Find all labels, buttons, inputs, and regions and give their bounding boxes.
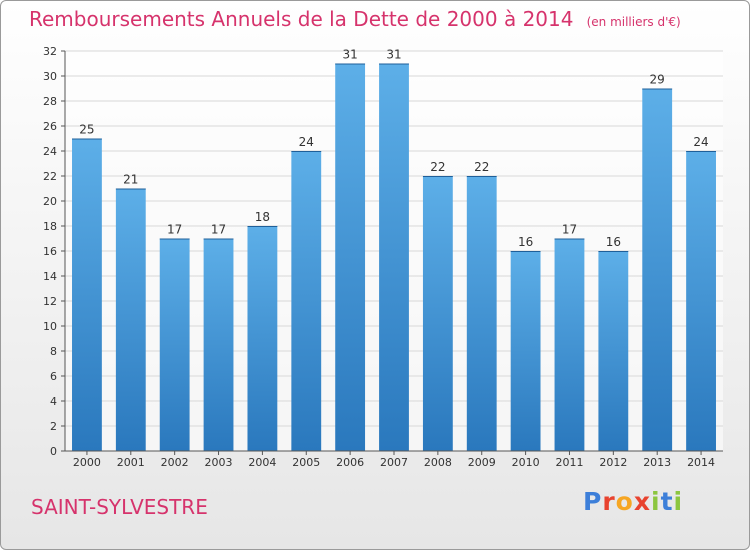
bar [642, 88, 673, 451]
y-tick-label: 24 [43, 145, 57, 158]
x-tick-label: 2006 [336, 456, 364, 469]
bar [466, 176, 497, 451]
chart-title: Remboursements Annuels de la Dette de 20… [29, 7, 681, 31]
chart-title-main: Remboursements Annuels de la Dette de 20… [29, 7, 574, 31]
data-label: 17 [167, 223, 182, 237]
y-tick-label: 12 [43, 295, 57, 308]
x-tick-label: 2011 [555, 456, 583, 469]
x-tick-label: 2013 [643, 456, 671, 469]
y-tick-label: 30 [43, 70, 57, 83]
commune-name: SAINT-SYLVESTRE [31, 495, 208, 519]
data-label: 31 [342, 48, 357, 62]
data-label: 17 [211, 223, 226, 237]
logo-letter: P [583, 487, 603, 516]
y-tick-label: 14 [43, 270, 57, 283]
bar [335, 63, 366, 451]
y-tick-label: 28 [43, 95, 57, 108]
data-label: 29 [650, 73, 665, 87]
data-label: 18 [255, 210, 270, 224]
x-tick-label: 2001 [117, 456, 145, 469]
bar [379, 63, 409, 451]
logo-letter: i [651, 487, 661, 516]
y-tick-label: 16 [43, 245, 57, 258]
bar [598, 251, 629, 451]
y-tick-label: 20 [43, 195, 57, 208]
data-label: 24 [299, 135, 314, 149]
data-label: 16 [518, 235, 533, 249]
x-tick-label: 2009 [468, 456, 496, 469]
data-label: 21 [123, 173, 138, 187]
chart-title-unit: (en milliers d'€) [586, 15, 681, 29]
proxiti-logo[interactable]: Proxiti [583, 487, 683, 516]
bar [159, 238, 190, 451]
data-label: 17 [562, 223, 577, 237]
bar [686, 151, 716, 451]
x-tick-label: 2004 [248, 456, 276, 469]
data-label: 22 [474, 160, 489, 174]
y-tick-label: 6 [50, 370, 57, 383]
y-tick-label: 10 [43, 320, 57, 333]
x-tick-label: 2005 [292, 456, 320, 469]
data-label: 31 [386, 48, 401, 62]
logo-letter: x [633, 487, 651, 516]
x-tick-label: 2002 [161, 456, 189, 469]
bar [247, 226, 278, 451]
bar [554, 238, 585, 451]
data-label: 25 [79, 123, 94, 137]
logo-letter: i [673, 487, 684, 516]
y-tick-label: 26 [43, 120, 57, 133]
x-tick-label: 2007 [380, 456, 408, 469]
data-label: 24 [693, 135, 708, 149]
y-tick-label: 22 [43, 170, 57, 183]
x-tick-label: 2003 [205, 456, 233, 469]
data-label: 16 [606, 235, 621, 249]
y-tick-label: 0 [50, 445, 57, 458]
logo-letter: r [602, 487, 616, 516]
logo-letter: t [660, 487, 674, 516]
logo-letter: o [615, 487, 634, 516]
y-tick-label: 8 [50, 345, 57, 358]
x-tick-label: 2012 [599, 456, 627, 469]
bar [72, 138, 102, 451]
x-tick-label: 2000 [73, 456, 101, 469]
bar [422, 176, 453, 451]
bar [510, 251, 541, 451]
y-tick-label: 4 [50, 395, 57, 408]
bar [291, 151, 322, 451]
bar [203, 238, 234, 451]
bar [115, 188, 146, 451]
y-tick-label: 32 [43, 45, 57, 58]
bars [72, 63, 716, 451]
x-tick-label: 2010 [512, 456, 540, 469]
y-tick-label: 2 [50, 420, 57, 433]
x-tick-label: 2014 [687, 456, 715, 469]
data-label: 22 [430, 160, 445, 174]
x-tick-label: 2008 [424, 456, 452, 469]
y-tick-label: 18 [43, 220, 57, 233]
data-labels: 25 21 17 17 18 24 31 31 22 22 16 17 16 29 24 [79, 48, 708, 250]
